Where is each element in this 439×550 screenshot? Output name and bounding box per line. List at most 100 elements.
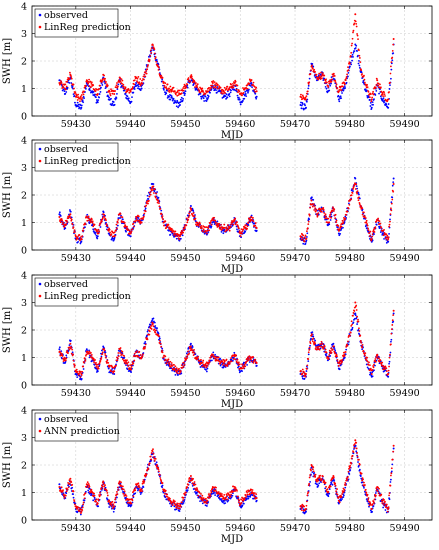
data-point bbox=[164, 355, 167, 358]
data-point bbox=[241, 94, 243, 97]
data-point bbox=[142, 486, 145, 488]
data-point bbox=[142, 482, 145, 484]
data-point bbox=[238, 363, 241, 366]
data-point bbox=[116, 491, 118, 493]
data-point bbox=[236, 228, 238, 231]
chart-panel-4: 59430 59440 59450 59460 59470 59480 5949001234… bbox=[2, 406, 433, 545]
data-point bbox=[150, 328, 153, 330]
data-point bbox=[61, 89, 64, 92]
data-point bbox=[163, 84, 166, 87]
data-point bbox=[150, 458, 153, 461]
data-point bbox=[154, 57, 157, 60]
data-point bbox=[214, 494, 217, 496]
data-point bbox=[152, 44, 154, 47]
data-point bbox=[370, 98, 373, 101]
data-point bbox=[174, 365, 177, 368]
data-point bbox=[241, 504, 244, 507]
data-point bbox=[337, 364, 340, 367]
data-point bbox=[335, 221, 338, 224]
data-point bbox=[223, 228, 226, 231]
data-point bbox=[304, 107, 307, 110]
data-point bbox=[359, 334, 362, 337]
data-point bbox=[306, 227, 309, 230]
data-point bbox=[180, 92, 183, 95]
y-tick-label: 2 bbox=[21, 191, 27, 202]
data-point bbox=[171, 504, 174, 506]
data-point bbox=[77, 96, 80, 99]
data-point bbox=[247, 91, 249, 94]
data-point bbox=[255, 365, 258, 367]
data-point bbox=[358, 60, 360, 62]
data-point bbox=[341, 498, 343, 500]
data-point bbox=[138, 486, 141, 489]
data-point bbox=[311, 67, 314, 70]
data-point bbox=[93, 223, 96, 226]
data-point bbox=[84, 87, 87, 90]
data-point bbox=[381, 91, 384, 94]
data-point bbox=[332, 348, 334, 351]
data-point bbox=[65, 492, 68, 495]
data-point bbox=[200, 95, 202, 98]
data-point bbox=[211, 84, 214, 87]
data-point bbox=[326, 355, 329, 358]
data-point bbox=[303, 377, 306, 380]
data-point bbox=[61, 353, 64, 356]
data-point bbox=[167, 358, 170, 361]
data-point bbox=[79, 100, 81, 103]
data-point bbox=[166, 83, 169, 86]
data-point bbox=[341, 92, 343, 94]
data-point bbox=[81, 91, 84, 94]
data-point bbox=[391, 59, 394, 62]
data-point bbox=[103, 216, 106, 218]
data-point bbox=[162, 84, 164, 87]
data-point bbox=[189, 75, 192, 78]
data-point bbox=[173, 234, 175, 236]
data-point bbox=[98, 93, 101, 95]
data-point bbox=[374, 86, 377, 89]
data-point bbox=[79, 107, 82, 110]
data-point bbox=[354, 314, 357, 317]
data-point bbox=[201, 361, 204, 364]
x-axis-label: MJD bbox=[221, 130, 243, 141]
data-point bbox=[104, 87, 107, 90]
data-point bbox=[392, 181, 395, 184]
data-point bbox=[391, 56, 394, 59]
data-point bbox=[392, 447, 395, 450]
data-point bbox=[368, 232, 371, 235]
legend-marker bbox=[38, 147, 42, 151]
data-point bbox=[146, 194, 149, 197]
data-point bbox=[346, 73, 348, 76]
data-point bbox=[392, 52, 395, 55]
data-point bbox=[79, 95, 82, 98]
data-point bbox=[344, 87, 347, 89]
data-point bbox=[255, 226, 258, 229]
data-point bbox=[188, 477, 191, 479]
data-point bbox=[191, 349, 194, 352]
data-point bbox=[99, 222, 102, 225]
data-point bbox=[345, 77, 348, 80]
data-point bbox=[177, 106, 180, 109]
data-point bbox=[161, 484, 164, 487]
data-point bbox=[228, 363, 231, 365]
data-point bbox=[235, 88, 238, 91]
data-point bbox=[148, 59, 151, 61]
data-point bbox=[85, 348, 88, 351]
data-point bbox=[158, 470, 160, 473]
data-point bbox=[67, 486, 70, 489]
data-point bbox=[89, 89, 91, 92]
data-point bbox=[305, 370, 308, 372]
data-point bbox=[376, 79, 379, 82]
data-point bbox=[99, 491, 101, 494]
data-point bbox=[358, 64, 361, 67]
data-point bbox=[343, 83, 346, 86]
data-point bbox=[111, 505, 113, 507]
data-point bbox=[85, 215, 88, 218]
data-point bbox=[348, 61, 351, 64]
data-point bbox=[317, 78, 320, 81]
data-point bbox=[71, 486, 74, 489]
data-point bbox=[345, 348, 348, 351]
data-point bbox=[230, 357, 232, 359]
data-point bbox=[334, 213, 337, 216]
data-point bbox=[390, 332, 393, 335]
data-point bbox=[208, 361, 211, 363]
